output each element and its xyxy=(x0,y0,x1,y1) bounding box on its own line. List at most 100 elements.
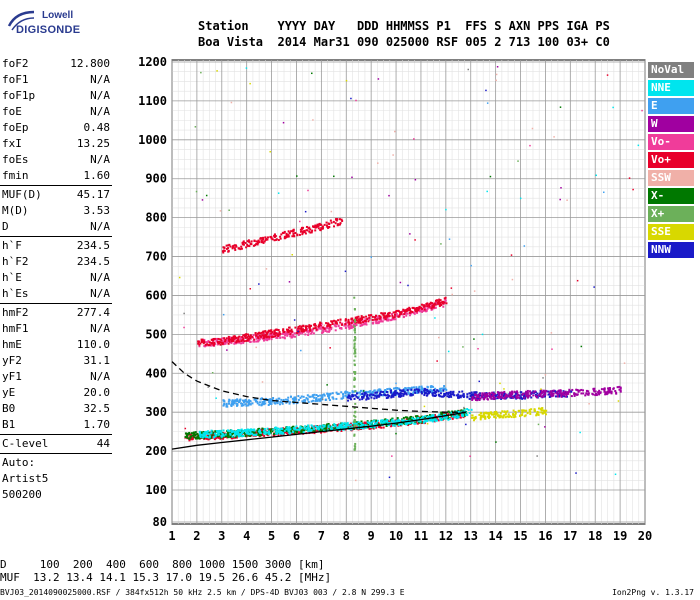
echo-point xyxy=(232,432,235,435)
noise-point xyxy=(536,455,538,457)
echo-point xyxy=(199,342,202,345)
echo-point xyxy=(256,429,259,432)
echo-point xyxy=(233,247,236,250)
echo-point xyxy=(423,392,426,395)
echo-point xyxy=(258,429,261,432)
echo-point xyxy=(524,409,527,412)
echo-point xyxy=(509,415,512,418)
echo-point xyxy=(258,331,261,334)
echo-point xyxy=(418,385,421,388)
echo-point xyxy=(413,422,416,425)
echo-point xyxy=(586,390,589,393)
echo-point xyxy=(480,416,483,419)
echo-point xyxy=(514,391,517,394)
echo-point xyxy=(354,320,357,323)
echo-point xyxy=(499,391,502,394)
echo-point xyxy=(188,437,191,440)
echo-point xyxy=(235,245,238,248)
echo-point xyxy=(441,301,444,304)
echo-point xyxy=(563,395,566,398)
echo-point xyxy=(197,434,200,437)
echo-point xyxy=(411,417,414,420)
echo-point xyxy=(334,426,337,429)
echo-point xyxy=(501,396,504,399)
echo-point xyxy=(277,239,280,242)
param-value: 31.1 xyxy=(83,354,111,367)
echo-point xyxy=(429,388,432,391)
echo-point xyxy=(576,393,579,396)
echo-point xyxy=(219,343,222,346)
echo-point xyxy=(525,390,528,393)
param-key: foF2 xyxy=(2,57,29,70)
profile-curve-dashed xyxy=(171,361,466,413)
echo-point xyxy=(373,419,376,422)
echo-point xyxy=(456,415,459,418)
echo-point xyxy=(313,429,316,432)
echo-point xyxy=(373,389,376,392)
echo-point xyxy=(404,310,407,313)
echo-point xyxy=(269,235,272,238)
echo-point xyxy=(412,418,415,421)
echo-point xyxy=(200,338,203,341)
echo-point xyxy=(408,306,411,309)
param-row: h`E N/A xyxy=(0,270,112,286)
echo-point xyxy=(336,426,339,429)
echo-point xyxy=(482,412,485,415)
echo-point xyxy=(320,322,323,325)
echo-point xyxy=(411,392,414,395)
echo-point xyxy=(260,434,263,437)
echo-point xyxy=(349,327,352,330)
echo-point xyxy=(203,345,206,348)
echo-point xyxy=(273,329,276,332)
echo-point xyxy=(407,418,410,421)
echo-point xyxy=(253,340,256,343)
echo-point xyxy=(496,395,499,398)
echo-point xyxy=(198,430,201,433)
echo-point xyxy=(193,436,196,439)
echo-point xyxy=(301,227,304,230)
echo-point xyxy=(397,392,400,395)
echo-point xyxy=(448,394,451,397)
echo-point xyxy=(294,397,297,400)
echo-point xyxy=(418,421,421,424)
echo-point xyxy=(414,422,417,425)
echo-point xyxy=(363,323,366,326)
echo-point xyxy=(486,392,489,395)
echo-point xyxy=(383,422,386,425)
echo-point xyxy=(372,427,375,430)
echo-point xyxy=(423,305,426,308)
noise-point xyxy=(407,284,409,287)
echo-point xyxy=(408,417,411,420)
echo-point xyxy=(223,342,226,345)
echo-point xyxy=(357,318,360,321)
echo-point xyxy=(398,424,401,427)
echo-point xyxy=(276,336,279,339)
echo-point xyxy=(354,410,357,413)
echo-point xyxy=(547,393,550,396)
echo-point xyxy=(249,242,252,245)
echo-point xyxy=(388,314,391,317)
echo-point xyxy=(499,412,502,415)
echo-point xyxy=(278,432,281,435)
echo-point xyxy=(327,226,330,229)
echo-point xyxy=(528,394,531,397)
echo-point xyxy=(265,338,268,341)
echo-point xyxy=(595,392,598,395)
echo-point xyxy=(608,391,611,394)
echo-point xyxy=(399,311,402,314)
echo-point xyxy=(466,408,469,411)
echo-point xyxy=(408,309,411,312)
echo-point xyxy=(309,328,312,331)
echo-point xyxy=(353,370,356,373)
echo-point xyxy=(231,430,234,433)
echo-point xyxy=(225,247,228,250)
echo-point xyxy=(409,393,412,396)
echo-point xyxy=(285,401,288,404)
echo-point xyxy=(265,237,268,240)
echo-point xyxy=(451,417,454,420)
echo-point xyxy=(385,314,388,317)
echo-point xyxy=(458,390,461,393)
echo-point xyxy=(282,332,285,335)
echo-point xyxy=(470,408,473,411)
echo-point xyxy=(401,419,404,422)
